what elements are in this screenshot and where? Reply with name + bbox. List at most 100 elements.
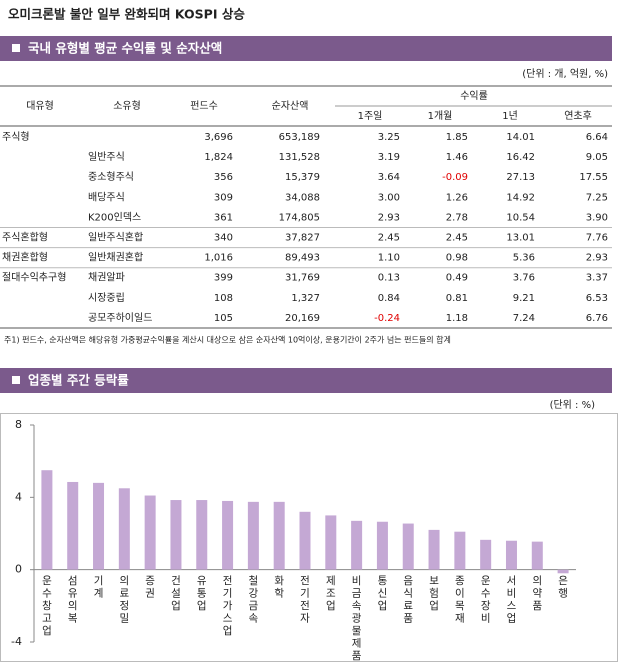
cell: 31,769: [285, 273, 320, 284]
column-header: 펀드수: [190, 100, 218, 112]
cell: 6.64: [586, 132, 608, 143]
cell: 2.93: [586, 253, 608, 264]
group-cell: 절대수익추구형: [2, 271, 66, 284]
bar: [273, 501, 285, 570]
cell: 0.84: [378, 293, 400, 304]
bar: [170, 500, 182, 570]
cell: 3.00: [378, 192, 400, 203]
bar: [480, 539, 492, 570]
cell: 17.55: [579, 172, 608, 183]
cell: 89,493: [285, 253, 320, 264]
cell: 13.01: [506, 233, 535, 244]
cell: 1.85: [446, 132, 468, 143]
cell: 9.21: [513, 293, 535, 304]
column-header: 1개월: [428, 110, 453, 122]
bar: [351, 520, 363, 570]
cell: 131,528: [279, 152, 320, 163]
bar: [118, 488, 130, 570]
y-tick-label: 0: [15, 563, 22, 576]
cell: 340: [214, 233, 233, 244]
group-cell: 채권혼합형: [2, 251, 48, 264]
cell: 0.13: [378, 273, 400, 284]
cell: 309: [214, 192, 233, 203]
group-cell: 주식형: [2, 131, 30, 143]
column-header: 소유형: [113, 100, 141, 112]
cell: 399: [214, 273, 233, 284]
sub-cell: 중소형주식: [88, 171, 134, 183]
cell: 3.76: [513, 273, 535, 284]
bar: [144, 495, 156, 570]
section-heading: 업종별 주간 등락률: [28, 373, 129, 388]
cell: 5.36: [513, 253, 535, 264]
chart-frame: [0, 413, 618, 662]
sub-cell: 시장중립: [88, 291, 125, 304]
sub-cell: 일반주식혼합: [88, 231, 143, 244]
bar: [41, 470, 53, 570]
unit: (단위 : %): [550, 398, 596, 411]
banner: [0, 368, 612, 393]
cell: 0.98: [446, 253, 468, 264]
cell: 174,805: [279, 212, 320, 223]
bar: [196, 500, 208, 570]
bar: [222, 500, 234, 570]
sub-cell: 배당주식: [88, 191, 125, 203]
page-title: 오미크론발 불안 일부 완화되며 KOSPI 상승: [8, 7, 245, 22]
cell: 16.42: [506, 152, 535, 163]
cell: 3.37: [586, 273, 608, 284]
cell: 15,379: [285, 172, 320, 183]
y-tick-label: 4: [15, 490, 22, 503]
sub-cell: K200인덱스: [88, 211, 141, 223]
cell: 356: [214, 172, 233, 183]
cell: 27.13: [506, 172, 535, 183]
bar: [299, 511, 311, 570]
banner: [0, 36, 612, 61]
cell: 20,169: [285, 313, 320, 324]
bar: [376, 521, 388, 570]
bar: [93, 482, 105, 570]
cell: 3.25: [378, 132, 400, 143]
cell: 6.53: [586, 293, 608, 304]
bar: [531, 541, 543, 570]
cell: 2.78: [446, 212, 468, 223]
cell: 1,327: [291, 293, 320, 304]
bar: [557, 569, 569, 574]
bar: [325, 515, 337, 570]
cell: 3.19: [378, 152, 400, 163]
unit: (단위 : 개, 억원, %): [522, 67, 608, 80]
cell: 1,824: [204, 152, 233, 163]
cell: 1.46: [446, 152, 468, 163]
cell: 2.93: [378, 212, 400, 223]
cell: 2.45: [446, 233, 468, 244]
cell: 14.01: [506, 132, 535, 143]
cell: 3.90: [586, 212, 608, 223]
cell: 105: [214, 313, 233, 324]
bar: [402, 523, 414, 570]
cell: 108: [214, 293, 233, 304]
cell: 37,827: [285, 233, 320, 244]
cell: 6.76: [586, 313, 608, 324]
cell: 653,189: [279, 132, 320, 143]
cell: -0.24: [374, 313, 400, 324]
footnote: 주1) 펀드수, 순자산액은 해당유형 가중평균수익률을 계산시 대상으로 삼은…: [4, 335, 451, 345]
cell: 1,016: [204, 253, 233, 264]
column-header: 순자산액: [272, 100, 309, 112]
cell: 0.49: [446, 273, 468, 284]
cell: -0.09: [442, 172, 468, 183]
sub-cell: 일반주식: [88, 151, 125, 163]
cell: 7.24: [513, 313, 535, 324]
sub-cell: 일반채권혼합: [88, 251, 143, 264]
cell: 14.92: [506, 192, 535, 203]
bar: [428, 529, 440, 570]
cell: 9.05: [586, 152, 608, 163]
